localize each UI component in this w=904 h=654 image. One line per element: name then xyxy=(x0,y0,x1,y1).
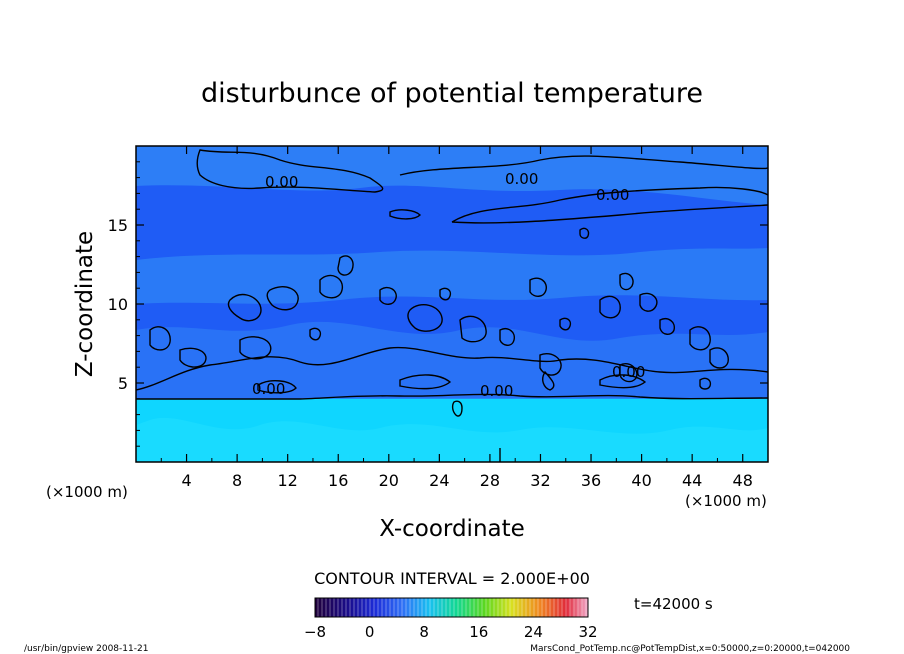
lower-light-layer xyxy=(136,321,768,399)
contour-labels: 0.00 0.00 0.00 0.00 0.00 0.00 xyxy=(252,170,645,400)
x-axis-label: X-coordinate xyxy=(379,516,525,542)
x-tick-label-10: 44 xyxy=(682,471,702,490)
plot-area: 0.00 0.00 0.00 0.00 0.00 0.00 xyxy=(136,146,768,462)
contour-0 xyxy=(196,149,384,193)
y-axis: 5 10 15 xyxy=(108,161,768,447)
x-tick-label-2: 12 xyxy=(278,471,298,490)
x-tick-label-11: 48 xyxy=(733,471,753,490)
x-axis: 4 8 12 16 20 24 28 32 36 40 44 48 xyxy=(160,146,753,490)
contour-label-2: 0.00 xyxy=(596,186,629,204)
y-tick-label-2: 15 xyxy=(108,216,128,235)
colorbar-tick-label-1: 0 xyxy=(365,623,375,641)
x-unit-right: (×1000 m) xyxy=(685,492,767,510)
contour-interval-text: CONTOUR INTERVAL = 2.000E+00 xyxy=(314,569,590,588)
x-tick-label-9: 40 xyxy=(631,471,651,490)
contour-4 xyxy=(136,393,768,400)
footer-right: MarsCond_PotTemp.nc@PotTempDist,x=0:5000… xyxy=(530,644,850,654)
time-text: t=42000 s xyxy=(634,595,713,613)
lower-light-patches xyxy=(136,417,768,462)
upper-light-layer xyxy=(136,146,768,205)
x-tick-label-3: 16 xyxy=(328,471,348,490)
contour-label-5: 0.00 xyxy=(612,363,645,381)
contour-7 xyxy=(149,227,729,394)
x-tick-label-1: 8 xyxy=(232,471,242,490)
contour-3 xyxy=(136,346,768,391)
y-axis-label: Z-coordinate xyxy=(72,231,98,377)
colorbar: −8 0 8 16 24 32 xyxy=(304,597,598,641)
footer-left: /usr/bin/gpview 2008-11-21 xyxy=(24,644,148,654)
x-tick-label-7: 32 xyxy=(530,471,550,490)
colorbar-tick-label-3: 16 xyxy=(469,623,488,641)
x-tick-label-4: 20 xyxy=(379,471,399,490)
colorbar-tick-label-0: −8 xyxy=(304,623,326,641)
colorbar-ticks: −8 0 8 16 24 32 xyxy=(304,623,598,641)
colorbar-frame xyxy=(314,597,589,618)
colorbar-tick-label-4: 24 xyxy=(524,623,543,641)
x-tick-label-0: 4 xyxy=(181,471,191,490)
contour-2 xyxy=(389,209,421,220)
mid-light-layer xyxy=(136,248,768,304)
contour-label-1: 0.00 xyxy=(505,170,538,188)
colorbar-tick-label-2: 8 xyxy=(419,623,429,641)
x-unit-left: (×1000 m) xyxy=(46,483,128,501)
contour-label-3: 0.00 xyxy=(252,380,285,398)
x-tick-label-5: 24 xyxy=(429,471,449,490)
chart-title: disturbunce of potential temperature xyxy=(201,78,703,109)
y-tick-label-1: 10 xyxy=(108,295,128,314)
contour-label-0: 0.00 xyxy=(265,173,298,191)
x-tick-label-6: 28 xyxy=(480,471,500,490)
colorbar-tick-label-5: 32 xyxy=(578,623,597,641)
colorbar-gradient xyxy=(315,598,588,617)
contour-5 xyxy=(451,400,463,417)
x-tick-label-8: 36 xyxy=(581,471,601,490)
contour-label-4: 0.00 xyxy=(480,382,513,400)
colorbar-stripes xyxy=(317,598,587,617)
contour-lines xyxy=(136,149,768,462)
contour-1 xyxy=(399,155,768,224)
y-tick-label-0: 5 xyxy=(118,374,128,393)
